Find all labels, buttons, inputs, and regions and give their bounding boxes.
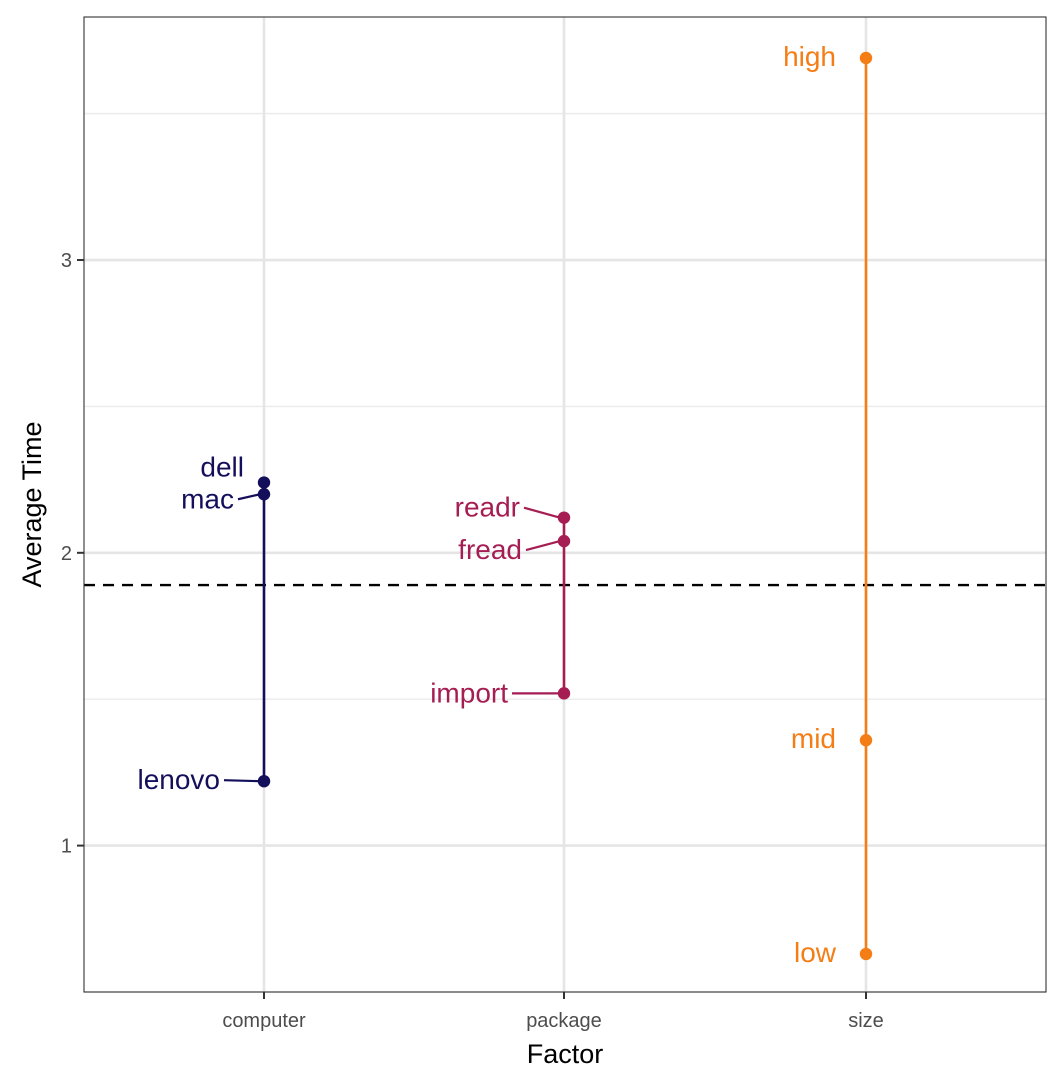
x-tick-label-size: size xyxy=(848,1010,884,1032)
point-label-high: high xyxy=(783,41,836,72)
y-tick-label: 2 xyxy=(61,543,72,565)
point-import xyxy=(557,687,571,700)
point-dell xyxy=(257,476,271,489)
point-label-lenovo: lenovo xyxy=(137,764,220,795)
point-low xyxy=(859,947,873,961)
point-high xyxy=(859,51,873,65)
point-label-mac: mac xyxy=(181,483,234,514)
label-leader-lenovo xyxy=(223,779,261,783)
y-tick-label: 3 xyxy=(61,250,72,272)
point-mid xyxy=(859,733,873,747)
point-label-readr: readr xyxy=(455,492,520,523)
x-tick-label-package: package xyxy=(526,1010,602,1032)
point-fread xyxy=(557,534,571,548)
point-label-dell: dell xyxy=(200,452,244,483)
point-mac xyxy=(257,488,271,501)
point-label-fread: fread xyxy=(458,534,522,565)
point-readr xyxy=(557,511,571,524)
x-tick-label-computer: computer xyxy=(222,1010,306,1032)
series-size: high mid low xyxy=(783,41,873,968)
series-package: readr fread import xyxy=(430,492,571,708)
label-leader-mac xyxy=(237,493,261,501)
y-axis-title: Average Time xyxy=(17,421,47,587)
label-leader-fread xyxy=(525,540,561,552)
label-leader-readr xyxy=(523,506,561,519)
point-label-low: low xyxy=(794,937,837,968)
point-label-mid: mid xyxy=(791,723,836,754)
x-axis-title: Factor xyxy=(527,1039,604,1069)
y-tick-label: 1 xyxy=(61,836,72,858)
axis-layer: 1 2 3 computer package size xyxy=(61,250,884,1032)
point-lenovo xyxy=(257,774,271,788)
point-label-import: import xyxy=(430,677,508,708)
